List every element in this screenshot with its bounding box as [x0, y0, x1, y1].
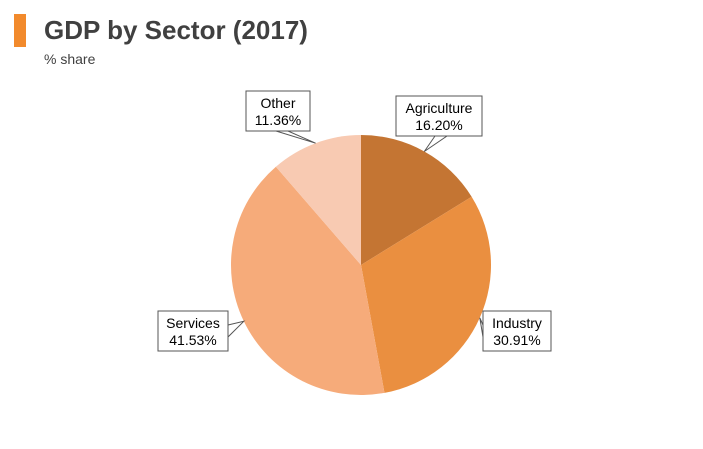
slice-label: Agriculture [406, 100, 473, 116]
callout-pointer [423, 135, 449, 152]
pie-slice-other [275, 135, 361, 265]
pie-slice-industry [361, 196, 491, 393]
pie-slice-agriculture [361, 135, 472, 265]
slice-value-label: 11.36% [255, 112, 301, 128]
slice-value-label: 41.53% [169, 332, 216, 348]
slice-label: Other [260, 95, 295, 111]
callout-box [395, 95, 483, 137]
chart-subtitle: % share [44, 51, 96, 67]
callout-pointer [227, 320, 246, 339]
slice-value-label: 16.20% [415, 117, 462, 133]
slice-value-label: 30.91% [493, 332, 540, 348]
callout-pointer [275, 130, 316, 144]
slice-label: Industry [492, 315, 542, 331]
title-accent-bar [14, 14, 26, 47]
callout-box [245, 90, 311, 132]
slice-label: Services [166, 315, 220, 331]
pie-slices [230, 135, 491, 395]
chart-title: GDP by Sector (2017) [44, 15, 308, 45]
callout-box [482, 310, 552, 352]
callout-box [157, 310, 229, 352]
pie-slice-services [230, 166, 385, 395]
